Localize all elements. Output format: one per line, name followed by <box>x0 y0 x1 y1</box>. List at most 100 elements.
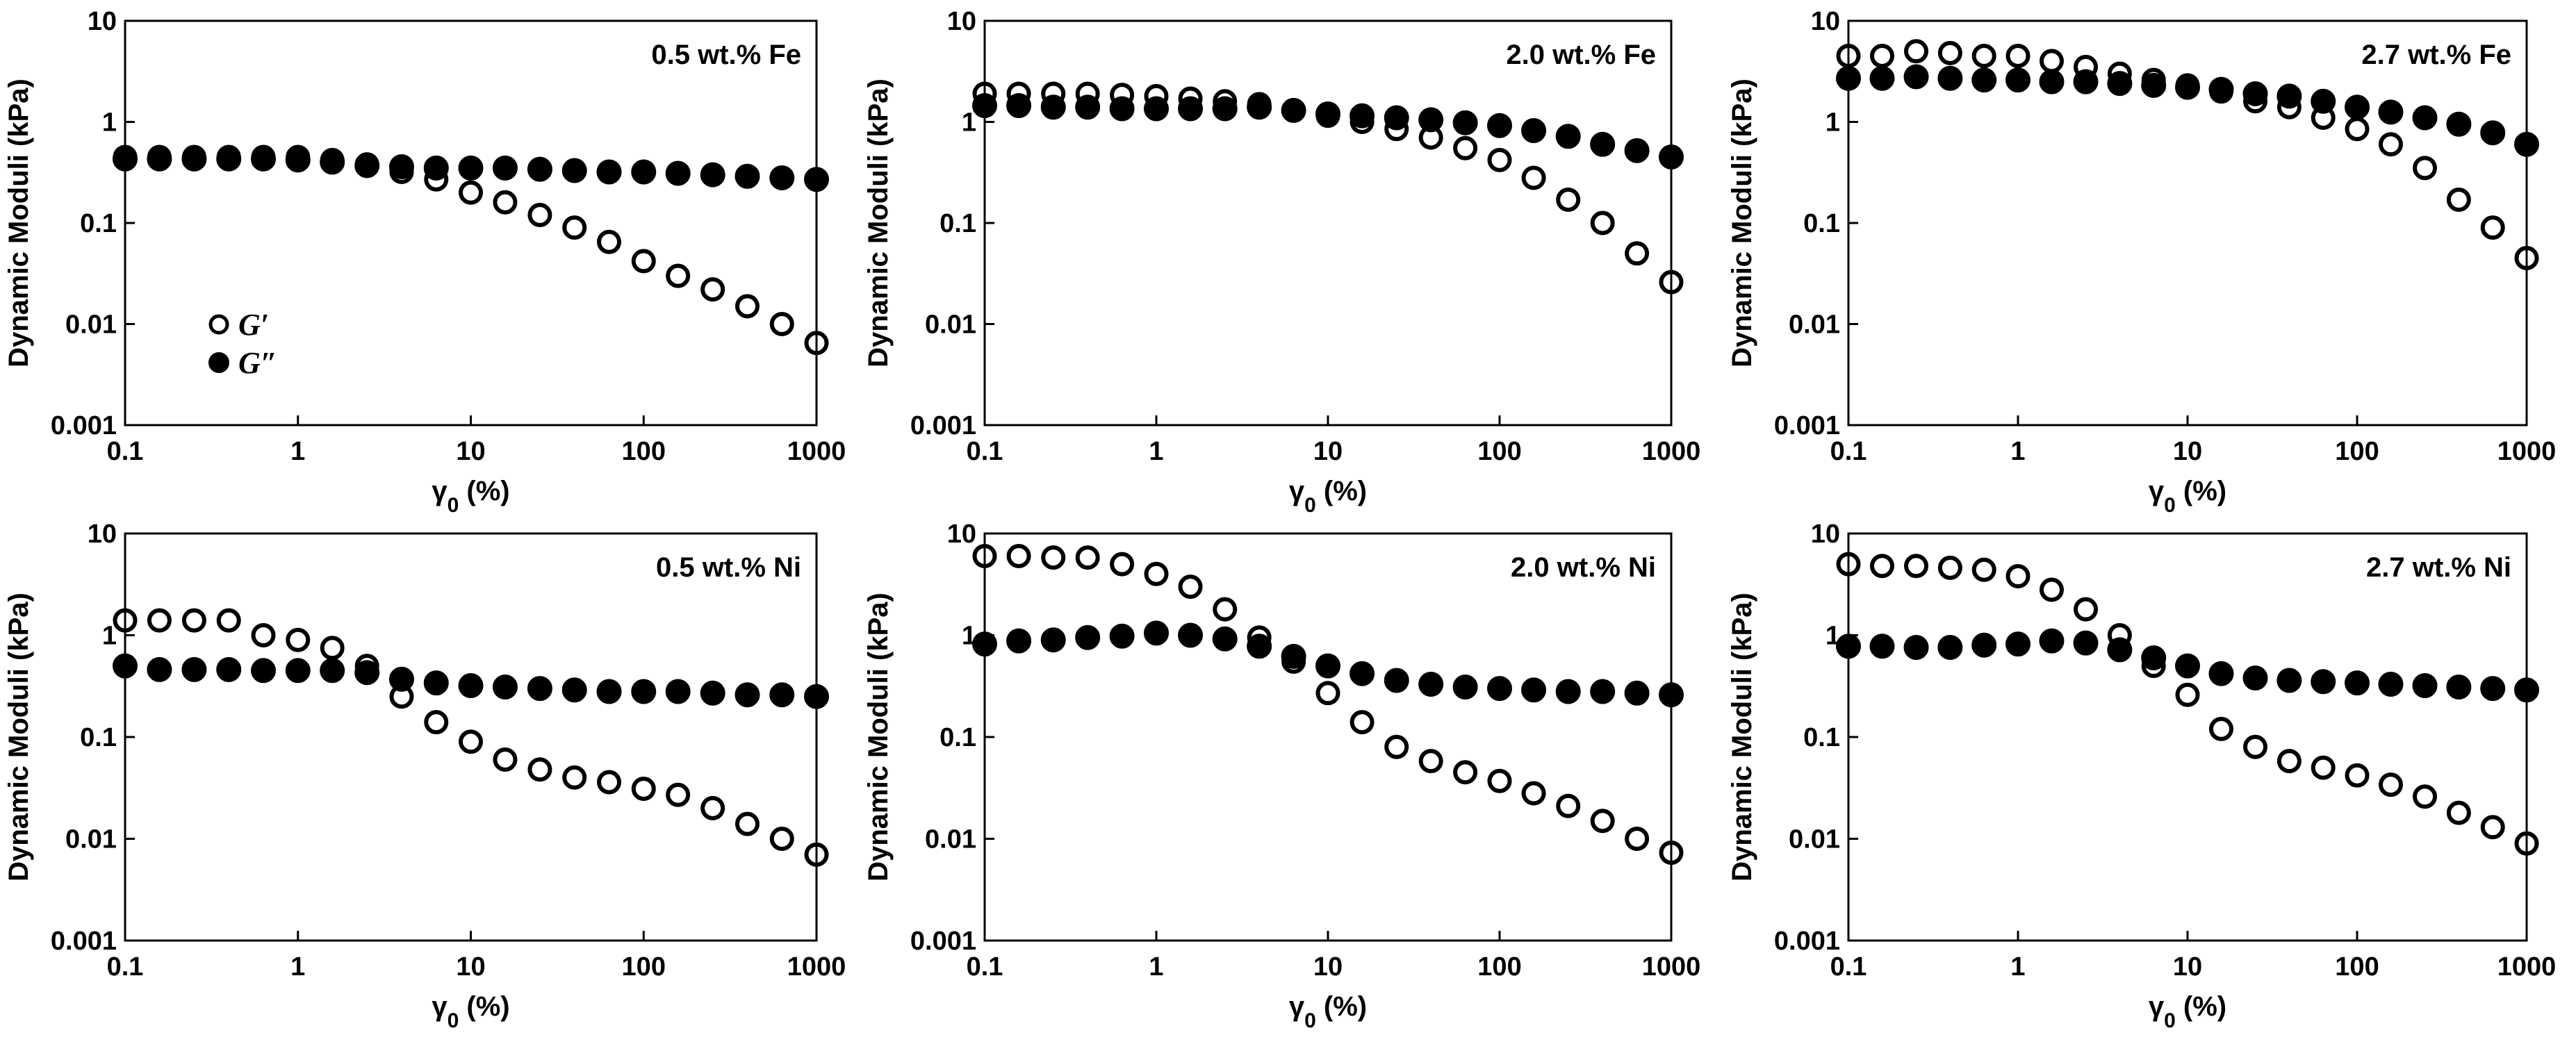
y-tick-label: 0.01 <box>65 311 117 340</box>
g-double-prime-point <box>2039 628 2065 654</box>
x-tick-label: 10 <box>2173 437 2202 466</box>
g-prime-point <box>459 729 483 754</box>
g-double-prime-point <box>388 154 414 180</box>
g-prime-point <box>562 215 587 240</box>
g-double-prime-point <box>735 682 760 708</box>
g-double-prime-point <box>2378 672 2404 697</box>
g-prime-point <box>631 777 656 802</box>
y-tick-label: 1 <box>1826 108 1840 138</box>
y-axis-title: Dynamic Moduli (kPa) <box>3 78 34 367</box>
plot-frame <box>124 532 818 942</box>
g-double-prime-point <box>1659 144 1684 169</box>
y-tick-label: 0.001 <box>1774 411 1840 440</box>
x-tick-label: 1 <box>290 437 305 466</box>
g-double-prime-point <box>561 158 587 183</box>
g-prime-point <box>113 608 138 633</box>
g-double-prime-point <box>1212 626 1238 652</box>
g-double-prime-point <box>631 679 657 704</box>
y-tick-label: 1 <box>962 108 976 138</box>
g-prime-point <box>2039 577 2064 602</box>
g-prime-point <box>1075 81 1100 106</box>
g-double-prime-point <box>527 676 552 702</box>
g-double-prime-point <box>1521 118 1547 144</box>
g-double-prime-point <box>2514 131 2539 157</box>
g-prime-point <box>181 608 206 633</box>
x-axis-title: γ0 (%) <box>1289 476 1367 517</box>
x-tick-label: 100 <box>622 437 666 466</box>
g-prime-point <box>1937 40 1962 65</box>
g-double-prime-point <box>1487 676 1512 702</box>
g-prime-point <box>2345 763 2370 788</box>
g-double-prime-point <box>2514 677 2539 703</box>
g-double-prime-point <box>2480 676 2506 702</box>
x-tick-label: 1 <box>2010 437 2025 466</box>
g-prime-point <box>2175 682 2200 707</box>
g-prime-point <box>354 654 379 679</box>
g-prime-point <box>1349 710 1375 735</box>
g-prime-point <box>1384 734 1409 759</box>
g-prime-point <box>251 144 276 169</box>
g-double-prime-point <box>1109 623 1135 649</box>
y-tick-label: 0.1 <box>940 209 976 238</box>
x-tick-label: 100 <box>2335 952 2379 982</box>
legend-g-prime-label: G′ <box>238 308 269 342</box>
g-double-prime-point <box>2412 672 2438 698</box>
g-prime-point <box>1213 597 1238 622</box>
g-prime-point <box>1006 81 1031 106</box>
g-prime-point <box>2243 734 2268 759</box>
g-double-prime-point <box>596 679 622 704</box>
g-prime-point <box>2276 749 2302 774</box>
g-double-prime-point <box>596 159 622 185</box>
g-double-prime-point <box>1590 131 1616 157</box>
g-double-prime-point <box>735 163 760 189</box>
g-double-prime-point <box>423 670 449 696</box>
g-double-prime-point <box>2378 99 2404 125</box>
x-tick-label: 1 <box>1149 952 1163 982</box>
g-prime-point <box>2413 784 2438 809</box>
chart-panel-3: 0.1 1 10 100 1000 0.001 0.01 0.1 1 10 γ0 (%) Dynami… <box>1727 7 2556 517</box>
y-axis-title: Dynamic Moduli (kPa) <box>863 78 894 367</box>
g-double-prime-point <box>1040 627 1066 653</box>
g-prime-point <box>2480 815 2505 840</box>
g-double-prime-point <box>388 666 414 692</box>
g-double-prime-point <box>1349 103 1375 129</box>
g-prime-point <box>2276 94 2302 119</box>
g-prime-point <box>320 147 345 172</box>
g-double-prime-point <box>2039 69 2065 94</box>
y-tick-label: 0.1 <box>80 723 117 752</box>
plot-frame <box>983 19 1673 427</box>
g-prime-point <box>2480 215 2505 240</box>
g-prime-point <box>1315 681 1340 706</box>
y-tick-label: 0.01 <box>1789 825 1840 854</box>
chart-panel-1: 0.1 1 10 100 1000 0.001 0.01 0.1 1 10 γ0 (%) Dynami… <box>3 7 846 517</box>
panel-title: 2.7 wt.% Fe <box>2361 40 2511 70</box>
panel-title: 2.0 wt.% Fe <box>1506 40 1656 70</box>
g-prime-point <box>804 331 829 356</box>
g-double-prime-point <box>1418 672 1444 697</box>
g-double-prime-point <box>2412 105 2438 131</box>
g-prime-point <box>2107 623 2132 647</box>
x-tick-label: 1000 <box>1642 437 1701 466</box>
g-double-prime-point <box>631 159 657 185</box>
g-double-prime-point <box>2276 668 2302 693</box>
g-double-prime-point <box>1555 679 1581 704</box>
g-double-prime-point <box>1971 67 1997 93</box>
x-tick-label: 10 <box>1313 437 1343 466</box>
y-tick-label: 0.01 <box>925 311 976 340</box>
g-prime-point <box>1349 110 1375 134</box>
g-prime-point <box>2005 564 2031 589</box>
g-double-prime-point <box>181 656 207 682</box>
x-tick-label: 1000 <box>2497 952 2557 982</box>
g-prime-point <box>2311 755 2336 780</box>
g-double-prime-point <box>769 165 795 190</box>
g-double-prime-point <box>2242 81 2268 106</box>
legend-g-double-prime-marker <box>208 352 229 373</box>
g-double-prime-point <box>320 658 345 684</box>
g-prime-point <box>735 294 760 319</box>
g-prime-point <box>181 144 206 169</box>
g-double-prime-point <box>665 679 691 704</box>
g-double-prime-point <box>1971 632 1997 658</box>
x-axis-title: γ0 (%) <box>1289 991 1367 1032</box>
y-tick-label: 10 <box>88 7 117 36</box>
